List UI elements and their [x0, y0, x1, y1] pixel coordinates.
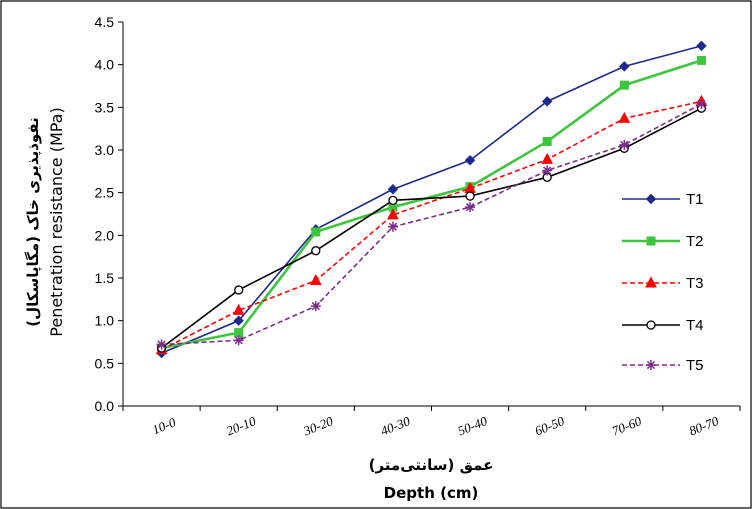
series-line-t3 [161, 100, 702, 351]
y-tick-label: 0.0 [95, 398, 115, 414]
legend-item-t3: T3 [622, 275, 704, 292]
legend-marker-t5 [646, 360, 656, 370]
legend-item-t4: T4 [622, 317, 704, 334]
data-point-t3 [387, 208, 399, 220]
y-tick-label: 4.5 [95, 14, 115, 30]
legend-marker-t4 [646, 320, 656, 330]
data-point-t3 [232, 303, 245, 315]
data-point-t5 [387, 221, 398, 232]
y-ticks: 0.0 0.5 1.0 1.5 2.0 2.5 3.0 3.5 4.0 4.5 [95, 14, 123, 414]
data-point-t1 [464, 155, 476, 166]
data-point-t1 [619, 61, 630, 72]
data-point-t3 [309, 273, 322, 286]
series-t4 [156, 103, 707, 353]
x-axis-title-en: Depth (cm) [384, 484, 479, 502]
data-point-t4 [388, 195, 398, 205]
data-point-t1 [696, 40, 707, 52]
series-line-t5 [161, 103, 702, 346]
x-axis-title-fa: عمق (سانتی‌متر) [369, 456, 494, 474]
legend-marker-t1 [645, 193, 657, 205]
legend-label-t5: T5 [686, 357, 704, 374]
data-point-t5 [619, 139, 630, 150]
legend-label-t2: T2 [686, 233, 704, 250]
data-point-t2 [542, 136, 552, 146]
y-tick-label: 4.0 [95, 57, 115, 73]
legend-item-t5: T5 [622, 357, 704, 374]
data-point-t5 [233, 335, 244, 346]
y-tick-label: 2.5 [95, 185, 115, 201]
y-tick-label: 1.5 [95, 270, 115, 286]
y-tick-label: 3.5 [95, 99, 115, 115]
data-point-t4 [311, 246, 321, 256]
plot-series [155, 40, 708, 359]
data-point-t3 [541, 152, 554, 164]
data-point-t3 [618, 111, 631, 123]
legend-item-t2: T2 [622, 233, 704, 250]
data-point-t5 [156, 339, 167, 350]
legend-marker-t2 [646, 236, 656, 246]
data-point-t5 [310, 301, 321, 312]
data-point-t1 [233, 315, 244, 326]
legend: T1 T2 T3 T4 T5 [622, 191, 704, 374]
y-axis-title-fa: نفوذپذیری خاک (مگاپاسکال) [24, 117, 43, 327]
data-point-t2 [311, 227, 321, 237]
series-line-t4 [161, 107, 702, 349]
y-axis-title-en: Penetration resistance (MPa) [47, 107, 66, 336]
legend-item-t1: T1 [622, 191, 704, 208]
data-point-t5 [696, 98, 707, 109]
legend-marker-t3 [645, 276, 657, 288]
legend-label-t3: T3 [686, 275, 704, 292]
data-point-t4 [234, 285, 244, 295]
legend-label-t4: T4 [686, 317, 704, 334]
legend-label-t1: T1 [686, 191, 704, 208]
y-tick-label: 1.0 [95, 313, 115, 329]
data-point-t5 [542, 165, 553, 176]
y-tick-label: 0.5 [95, 355, 115, 371]
data-point-t1 [541, 96, 553, 107]
data-point-t2 [696, 55, 706, 65]
data-point-t5 [465, 202, 476, 213]
series-t5 [156, 98, 707, 350]
series-line-t2 [161, 59, 702, 350]
y-tick-label: 2.0 [95, 227, 115, 243]
data-point-t2 [619, 80, 629, 90]
y-tick-label: 3.0 [95, 142, 115, 158]
data-point-t4 [465, 191, 475, 201]
data-point-t1 [387, 184, 399, 195]
